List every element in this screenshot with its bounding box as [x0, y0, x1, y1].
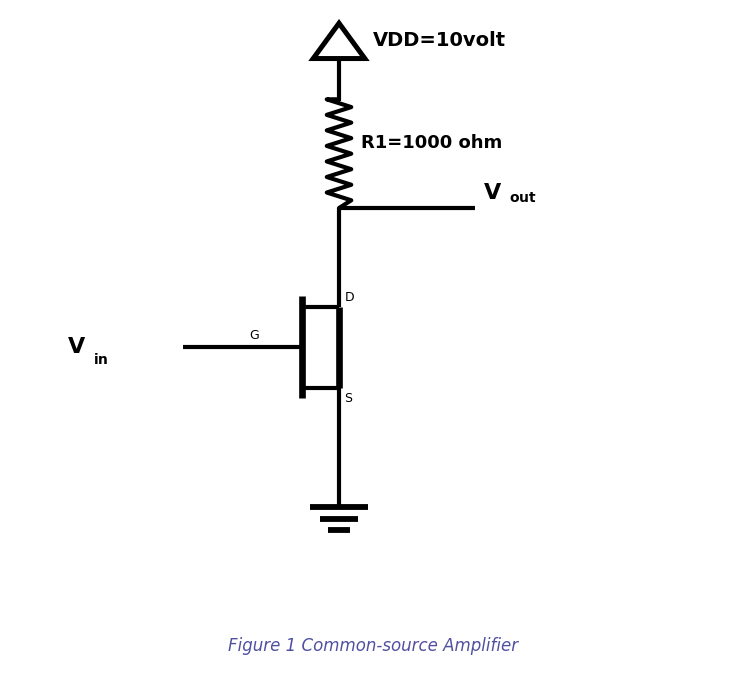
Text: Figure 1 Common-source Amplifier: Figure 1 Common-source Amplifier — [228, 638, 518, 656]
Text: D: D — [345, 291, 354, 304]
Text: $\mathbf{V}$: $\mathbf{V}$ — [483, 182, 502, 203]
Text: S: S — [345, 392, 352, 405]
Text: R1=1000 ohm: R1=1000 ohm — [361, 134, 502, 153]
Text: $\mathbf{out}$: $\mathbf{out}$ — [509, 191, 536, 205]
Text: G: G — [249, 329, 259, 342]
Text: VDD=10volt: VDD=10volt — [373, 32, 506, 50]
Text: $\mathbf{in}$: $\mathbf{in}$ — [93, 352, 108, 367]
Text: $\mathbf{V}$: $\mathbf{V}$ — [67, 337, 87, 357]
